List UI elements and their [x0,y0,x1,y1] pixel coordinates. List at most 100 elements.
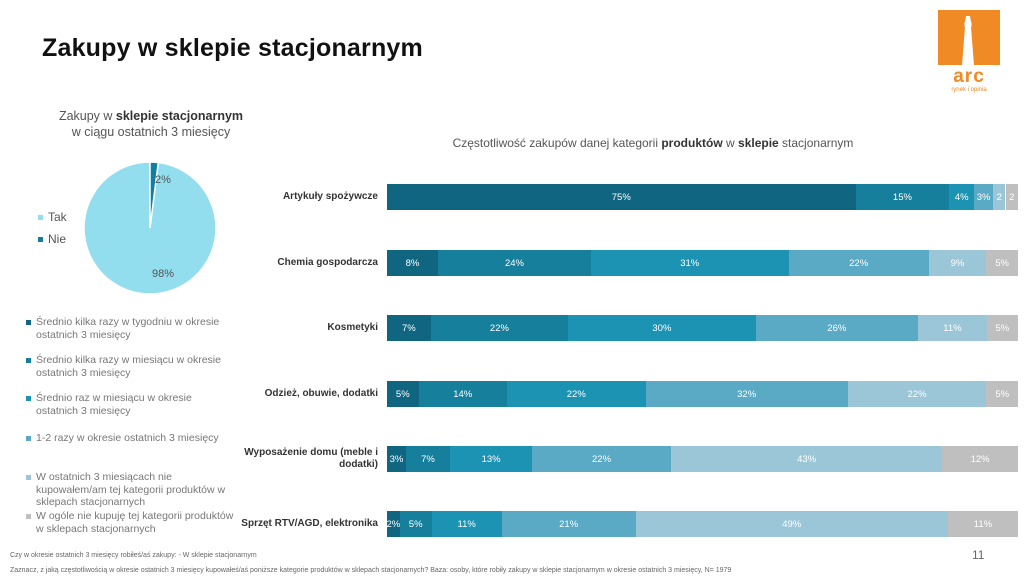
data-label: 5% [995,322,1010,334]
bar-segment: 2% [387,511,400,537]
bar-segment: 15% [855,184,950,210]
bar-segment: 7% [405,446,451,472]
data-label: 2 [1009,191,1015,203]
frequency-legend-item: W ogóle nie kupuję tej kategorii produkt… [26,510,236,535]
data-label: 11% [943,322,962,334]
bar-chart-title: Częstotliwość zakupów danej kategorii pr… [452,136,854,150]
pie-label-tak: 98% [152,268,174,280]
bar-segment: 22% [532,446,671,472]
bar-segment: 9% [928,250,987,276]
data-label: 4% [954,191,969,203]
bar-segment: 11% [947,511,1018,537]
pie-title-bold: sklepie stacjonarnym [115,109,244,123]
data-label: 9% [950,257,965,269]
pie-label-nie: 2% [155,174,171,186]
logo-subtext: rynek i opinia [951,87,987,93]
bar-segment: 13% [450,446,533,472]
bar-segment: 12% [942,446,1018,472]
data-label: 30% [652,322,672,334]
pie-chart-title: Zakupy w sklepie stacjonarnym w ciągu os… [58,109,244,139]
legend-swatch [26,396,31,401]
page-title: Zakupy w sklepie stacjonarnym [42,34,423,62]
data-label: 3% [389,453,404,465]
bar-segment: 7% [387,315,431,341]
frequency-legend-item: Średnio raz w miesiącu w okresie ostatni… [26,392,236,417]
category-label: Odzież, obuwie, dodatki [264,388,378,399]
legend-swatch [38,236,43,242]
bar-segment: 2 [1005,184,1018,210]
footnote-base: Zaznacz, z jaką częstotliwością w okresi… [10,567,732,574]
category-label: Chemia gospodarcza [277,257,378,268]
data-label: 22% [566,388,586,400]
bar-segment: 3% [387,446,406,472]
data-label: 15% [892,191,912,203]
pie-slice-nie [149,161,160,229]
legend-label: Nie [48,232,67,246]
logo-text: arc [953,66,985,87]
legend-label: W ogóle nie kupuję tej kategorii produkt… [36,510,234,535]
category-label: Artykuły spożywcze [282,191,378,202]
bar-segment: 5% [986,381,1018,407]
bar-segment: 5% [387,381,419,407]
bar-segment: 4% [949,184,975,210]
bar-segment: 14% [418,381,507,407]
data-label: 21% [559,518,579,530]
legend-swatch [26,320,31,325]
data-label: 5% [395,388,410,400]
bar-segment: 5% [986,315,1018,341]
data-label: 24% [504,257,524,269]
frequency-legend-item: W ostatnich 3 miesiącach nie kupowałem/a… [26,471,236,509]
bar-segment: 22% [847,381,987,407]
bar-segment: 24% [437,250,591,276]
data-label: 43% [797,453,817,465]
bar-segment: 31% [590,250,789,276]
bar-segment: 30% [568,315,756,341]
bar-segment: 75% [387,184,856,210]
data-label: 14% [453,388,473,400]
bar-segment: 26% [755,315,919,341]
data-label: 22% [489,322,509,334]
data-label: 49% [782,518,802,530]
bar-segment: 22% [430,315,569,341]
legend-label: Tak [48,210,67,224]
data-label: 22% [907,388,927,400]
data-label: 2 [996,191,1002,203]
bar-segment: 8% [387,250,438,276]
legend-swatch [26,436,31,441]
pie-legend: Tak Nie [38,206,67,250]
category-label: Sprzęt RTV/AGD, elektronika [241,518,378,529]
pie-legend-item: Nie [38,228,67,250]
data-label: 2% [386,518,401,530]
arc-logo: arc rynek i opinia [938,10,1000,94]
data-label: 7% [401,322,416,334]
data-label: 3% [976,191,991,203]
bar-segment: 21% [501,511,636,537]
bar-segment: 49% [635,511,948,537]
legend-label: Średnio raz w miesiącu w okresie ostatni… [36,392,192,417]
data-label: 5% [408,518,423,530]
legend-swatch [26,358,31,363]
category-label: Kosmetyki [327,322,378,333]
bar-segment: 22% [506,381,646,407]
bar-segment: 11% [431,511,502,537]
bar-segment: 5% [399,511,432,537]
pie-chart: 98% 2% [83,161,217,295]
legend-label: W ostatnich 3 miesiącach nie kupowałem/a… [36,471,226,508]
page-number: 11 [972,548,985,562]
legend-label: 1-2 razy w okresie ostatnich 3 miesięcy [36,432,219,444]
legend-swatch [26,514,31,519]
category-label: Wyposażenie domu (meble i dodatki) [244,447,378,470]
data-label: 5% [995,388,1010,400]
data-label: 31% [680,257,700,269]
pie-title-line2: w ciągu ostatnich 3 miesięcy [71,125,231,139]
logo-tower-icon [938,10,1000,65]
bar-segment: 11% [918,315,987,341]
frequency-legend-item: 1-2 razy w okresie ostatnich 3 miesięcy [26,432,219,445]
legend-swatch [26,475,31,480]
data-label: 13% [481,453,501,465]
footnote-question: Czy w okresie ostatnich 3 miesięcy robił… [10,552,257,559]
bar-segment: 3% [974,184,993,210]
data-label: 8% [405,257,420,269]
bar-segment: 32% [645,381,848,407]
data-label: 22% [592,453,612,465]
